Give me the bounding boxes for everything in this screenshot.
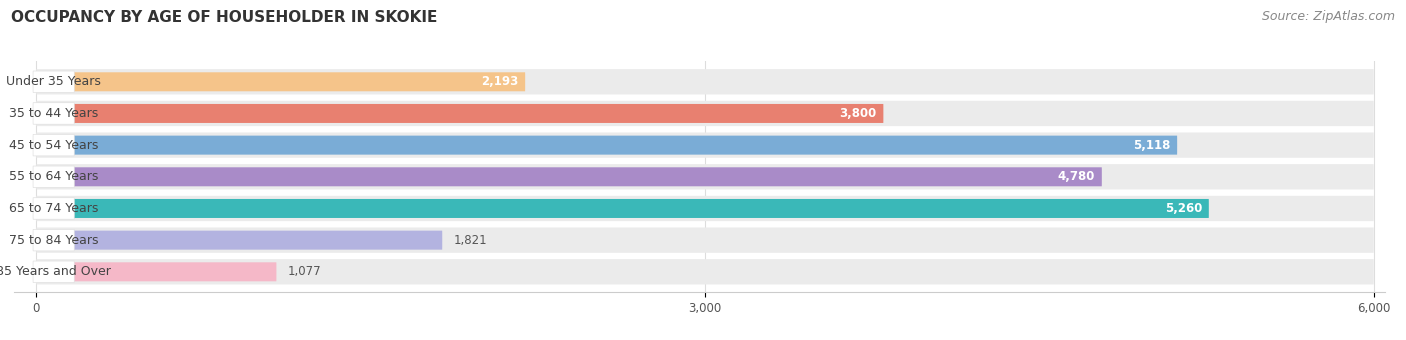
Text: Under 35 Years: Under 35 Years <box>6 75 101 88</box>
Text: 5,118: 5,118 <box>1133 139 1170 152</box>
FancyBboxPatch shape <box>34 71 75 92</box>
Text: 3,800: 3,800 <box>839 107 877 120</box>
Text: OCCUPANCY BY AGE OF HOUSEHOLDER IN SKOKIE: OCCUPANCY BY AGE OF HOUSEHOLDER IN SKOKI… <box>11 10 437 25</box>
FancyBboxPatch shape <box>37 72 526 91</box>
FancyBboxPatch shape <box>37 196 1374 221</box>
FancyBboxPatch shape <box>37 231 443 250</box>
Text: 2,193: 2,193 <box>481 75 519 88</box>
FancyBboxPatch shape <box>37 69 1374 95</box>
FancyBboxPatch shape <box>37 199 1209 218</box>
FancyBboxPatch shape <box>37 133 1374 158</box>
FancyBboxPatch shape <box>37 104 883 123</box>
FancyBboxPatch shape <box>34 166 75 188</box>
Text: 5,260: 5,260 <box>1164 202 1202 215</box>
Text: 1,077: 1,077 <box>288 265 321 278</box>
Text: 65 to 74 Years: 65 to 74 Years <box>8 202 98 215</box>
FancyBboxPatch shape <box>37 167 1102 186</box>
Text: 75 to 84 Years: 75 to 84 Years <box>8 234 98 246</box>
Text: 1,821: 1,821 <box>453 234 486 246</box>
FancyBboxPatch shape <box>37 101 1374 126</box>
Text: 55 to 64 Years: 55 to 64 Years <box>8 170 98 183</box>
FancyBboxPatch shape <box>37 227 1374 253</box>
FancyBboxPatch shape <box>34 261 75 283</box>
FancyBboxPatch shape <box>34 134 75 156</box>
FancyBboxPatch shape <box>37 262 277 281</box>
Text: 85 Years and Over: 85 Years and Over <box>0 265 111 278</box>
FancyBboxPatch shape <box>37 164 1374 189</box>
FancyBboxPatch shape <box>34 230 75 251</box>
Text: Source: ZipAtlas.com: Source: ZipAtlas.com <box>1261 10 1395 23</box>
Text: 45 to 54 Years: 45 to 54 Years <box>8 139 98 152</box>
FancyBboxPatch shape <box>37 136 1177 155</box>
FancyBboxPatch shape <box>34 198 75 219</box>
FancyBboxPatch shape <box>34 103 75 124</box>
Text: 4,780: 4,780 <box>1057 170 1095 183</box>
Text: 35 to 44 Years: 35 to 44 Years <box>8 107 98 120</box>
FancyBboxPatch shape <box>37 259 1374 285</box>
